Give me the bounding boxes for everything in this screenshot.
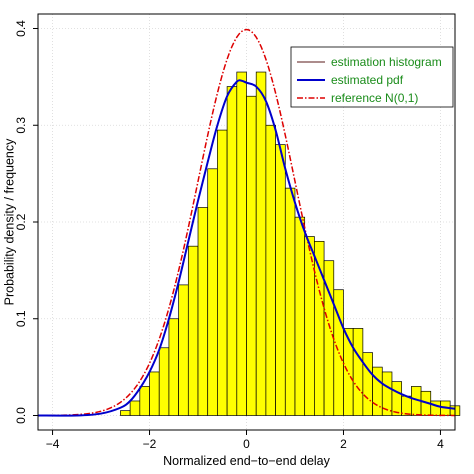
x-tick-label-0: −4: [46, 437, 60, 451]
histogram-bar-26: [372, 366, 383, 416]
histogram-bar-23: [343, 328, 354, 416]
histogram-bar-29: [401, 395, 412, 416]
histogram-bar-28: [391, 381, 403, 416]
series-line-reference: [37, 28, 456, 417]
legend-box: [290, 46, 454, 108]
histogram-bar-1: [129, 400, 141, 416]
histogram-bar-24: [352, 328, 364, 416]
x-axis-title: Normalized end−to−end delay: [163, 454, 331, 468]
histogram-bar-18: [294, 216, 306, 416]
y-axis-title: Probability density / frequency: [2, 138, 16, 306]
series-lines: [37, 28, 456, 417]
histogram-bar-7: [187, 245, 199, 416]
x-tick-label-2: 0: [243, 437, 250, 451]
histogram-bar-14: [255, 71, 267, 416]
histogram-bar-11: [226, 86, 238, 416]
y-tick-label-4: 0.4: [14, 20, 28, 37]
axis-ticks: −4 −2 0 2 4 0.0 0.1 0.2 0.3 0.4: [14, 20, 444, 451]
histogram-bar-32: [430, 400, 441, 416]
histogram-bar-3: [149, 371, 160, 416]
x-tick-label-3: 2: [340, 437, 347, 451]
histogram-bar-19: [304, 236, 315, 416]
histogram-bar-13: [246, 95, 257, 416]
histogram-bar-17: [284, 187, 296, 416]
legend-label-reference: reference N(0,1): [331, 91, 418, 105]
histogram-bar-8: [197, 207, 209, 416]
legend-label-estimated-pdf: estimated pdf: [331, 73, 404, 87]
y-tick-label-3: 0.3: [14, 117, 28, 134]
histogram-bar-16: [275, 144, 286, 416]
histogram-bars: [120, 71, 461, 416]
histogram-bar-4: [158, 347, 170, 416]
histogram-bar-2: [139, 386, 150, 416]
histogram-bar-10: [217, 129, 228, 416]
histogram-bar-0: [120, 410, 131, 416]
y-tick-label-1: 0.1: [14, 310, 28, 327]
x-tick-label-1: −2: [143, 437, 157, 451]
legend: estimation histogram estimated pdf refer…: [290, 46, 454, 108]
series-line-estimated-pdf: [37, 79, 456, 417]
histogram-bar-9: [207, 168, 218, 416]
histogram-bar-5: [168, 318, 179, 416]
x-tick-label-4: 4: [437, 437, 444, 451]
y-tick-label-2: 0.2: [14, 213, 28, 230]
histogram-bar-6: [178, 284, 189, 416]
histogram-bar-15: [265, 124, 276, 416]
histogram-bar-25: [362, 352, 373, 416]
legend-label-estimation-histogram: estimation histogram: [331, 55, 442, 69]
y-tick-label-0: 0.0: [14, 407, 28, 424]
histogram-bar-12: [236, 71, 247, 416]
